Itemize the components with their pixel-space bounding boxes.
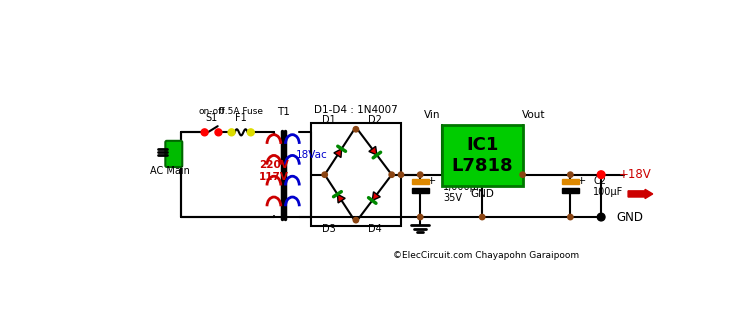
Polygon shape bbox=[334, 149, 342, 157]
Text: F1: F1 bbox=[235, 114, 246, 124]
Polygon shape bbox=[369, 146, 377, 155]
Text: +: + bbox=[426, 176, 436, 186]
Circle shape bbox=[354, 217, 359, 223]
Polygon shape bbox=[338, 194, 346, 203]
Text: D3: D3 bbox=[321, 224, 335, 234]
Circle shape bbox=[354, 127, 359, 132]
Bar bbox=[412, 179, 429, 184]
Circle shape bbox=[322, 172, 327, 177]
Circle shape bbox=[215, 129, 222, 136]
Text: 0.5A Fuse: 0.5A Fuse bbox=[219, 107, 262, 116]
Circle shape bbox=[597, 213, 605, 221]
Polygon shape bbox=[373, 192, 381, 200]
Bar bbox=[442, 124, 523, 186]
Circle shape bbox=[568, 214, 573, 220]
Bar bbox=[412, 188, 429, 193]
Circle shape bbox=[520, 172, 526, 177]
Circle shape bbox=[418, 172, 423, 177]
Circle shape bbox=[247, 129, 254, 136]
Circle shape bbox=[418, 214, 423, 220]
Text: +: + bbox=[577, 176, 586, 186]
Text: GND: GND bbox=[470, 189, 494, 199]
Text: 100μF: 100μF bbox=[593, 188, 624, 197]
Text: Vout: Vout bbox=[522, 110, 545, 120]
Text: D4: D4 bbox=[368, 224, 382, 234]
Text: on-off: on-off bbox=[198, 107, 225, 116]
FancyBboxPatch shape bbox=[165, 141, 182, 167]
Bar bbox=[562, 179, 579, 184]
Text: S1: S1 bbox=[206, 114, 218, 124]
Circle shape bbox=[389, 172, 394, 177]
Text: C1: C1 bbox=[443, 176, 456, 186]
FancyArrow shape bbox=[628, 189, 652, 198]
Text: 1,000μF
35V: 1,000μF 35V bbox=[443, 181, 483, 203]
Text: C2: C2 bbox=[593, 176, 607, 186]
Circle shape bbox=[201, 129, 208, 136]
Text: ©ElecCircuit.com Chayapohn Garaipoom: ©ElecCircuit.com Chayapohn Garaipoom bbox=[393, 251, 579, 260]
Text: IC1
L7818: IC1 L7818 bbox=[451, 136, 513, 175]
Circle shape bbox=[228, 129, 235, 136]
Text: T1: T1 bbox=[278, 107, 290, 116]
Circle shape bbox=[480, 214, 485, 220]
Circle shape bbox=[597, 171, 605, 179]
Text: D1-D4 : 1N4007: D1-D4 : 1N4007 bbox=[314, 105, 398, 115]
Circle shape bbox=[398, 172, 404, 177]
Text: D2: D2 bbox=[368, 115, 382, 125]
Text: +18V: +18V bbox=[619, 168, 652, 181]
Text: 18Vac: 18Vac bbox=[296, 150, 327, 160]
Bar bbox=[562, 188, 579, 193]
Text: Vin: Vin bbox=[424, 110, 441, 120]
Circle shape bbox=[568, 172, 573, 177]
Bar bbox=[311, 123, 401, 226]
Text: 220V
117V: 220V 117V bbox=[259, 160, 289, 182]
Text: D1: D1 bbox=[321, 115, 335, 125]
Text: GND: GND bbox=[617, 211, 644, 224]
Text: AC Main: AC Main bbox=[150, 166, 190, 176]
